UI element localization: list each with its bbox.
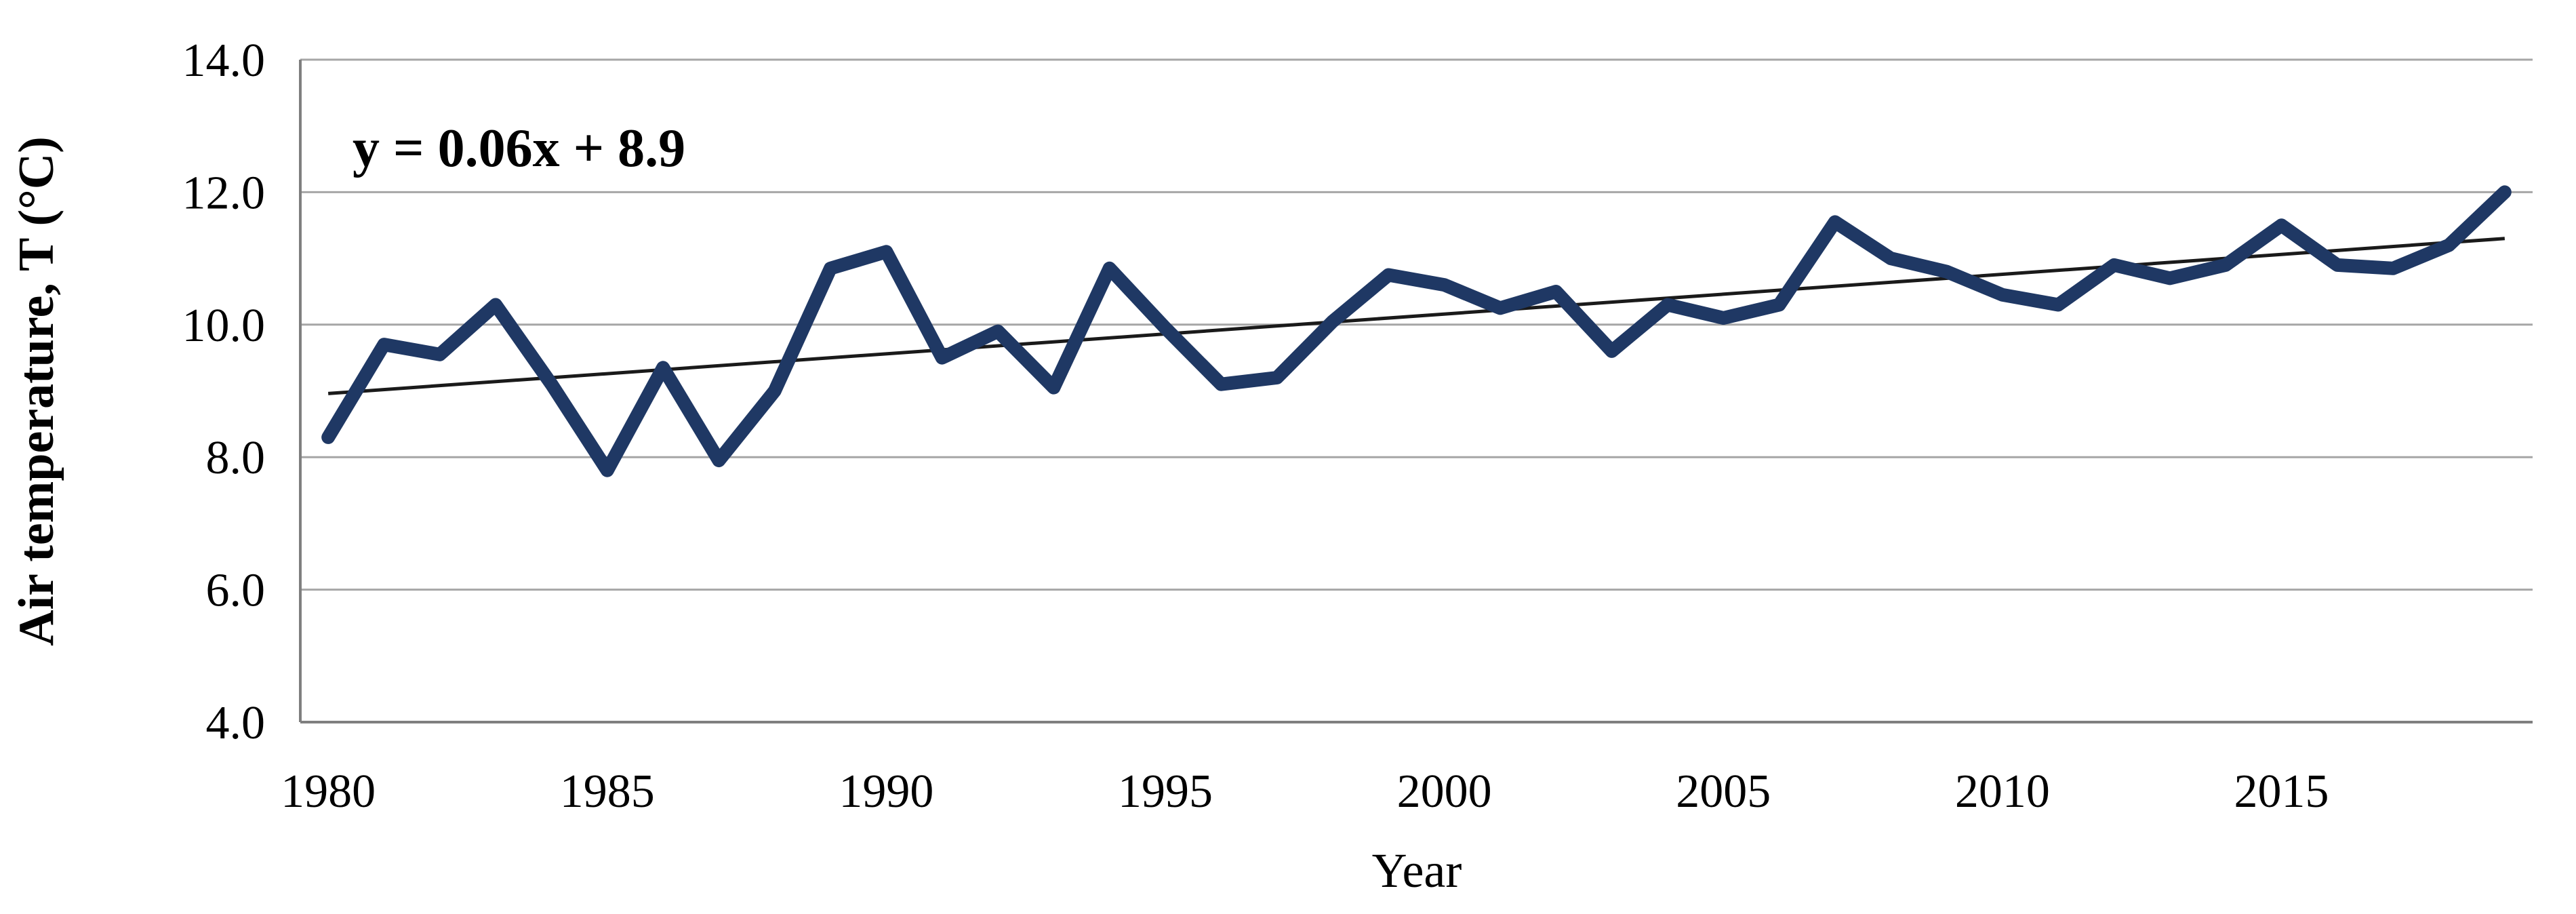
x-tick-label: 2010: [1955, 766, 2050, 818]
x-axis-title: Year: [1372, 843, 1462, 898]
x-tick-label: 1980: [281, 766, 376, 818]
y-tick-label: 10.0: [182, 300, 266, 352]
y-axis-title: Air temperature, T (°C): [9, 136, 64, 646]
trendline-equation-label: y = 0.06x + 8.9: [353, 119, 685, 178]
x-tick-label: 2000: [1397, 766, 1492, 818]
y-tick-label: 12.0: [182, 167, 266, 219]
temperature-line: [321, 185, 2512, 477]
x-tick-label: 1995: [1118, 766, 1213, 818]
x-tick-label: 1990: [839, 766, 933, 818]
y-tick-label: 6.0: [206, 565, 266, 617]
x-tick-label: 1985: [560, 766, 655, 818]
x-tick-label: 2005: [1676, 766, 1771, 818]
x-tick-label: 2015: [2234, 766, 2329, 818]
data-series: [321, 185, 2512, 477]
y-tick-label: 14.0: [182, 35, 266, 87]
trend-line: [327, 237, 2505, 395]
y-tick-label: 8.0: [206, 432, 266, 484]
axis-labels: 4.0 6.0 8.0 10.0 12.0 14.0 1980 1985 1990 1995 200…: [182, 35, 2329, 818]
gridlines: [300, 58, 2533, 723]
y-tick-label: 4.0: [206, 697, 266, 749]
